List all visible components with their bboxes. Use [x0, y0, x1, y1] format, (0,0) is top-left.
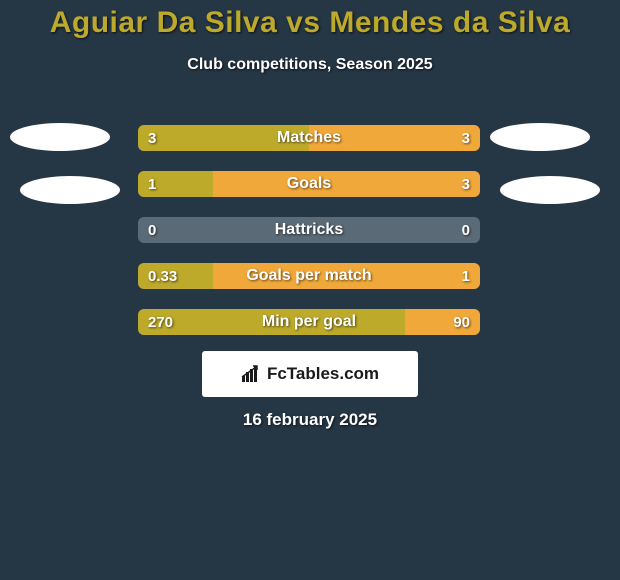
stat-row: 33Matches	[138, 125, 480, 151]
brand-box: FcTables.com	[202, 351, 418, 397]
stat-label: Goals	[138, 171, 480, 197]
team-badge-right-1	[490, 123, 590, 151]
stat-row: 13Goals	[138, 171, 480, 197]
subtitle: Club competitions, Season 2025	[0, 56, 620, 74]
stat-row: 00Hattricks	[138, 217, 480, 243]
team-badge-left-1	[10, 123, 110, 151]
footer-date: 16 february 2025	[0, 410, 620, 430]
team-badge-left-2	[20, 176, 120, 204]
brand-text: FcTables.com	[267, 364, 379, 384]
stats-block: 33Matches 13Goals 00Hattricks 0.331Goals pe…	[138, 125, 480, 335]
stat-row: 27090Min per goal	[138, 309, 480, 335]
stat-label: Goals per match	[138, 263, 480, 289]
team-badge-right-2	[500, 176, 600, 204]
comparison-card: Aguiar Da Silva vs Mendes da Silva Club …	[0, 0, 620, 580]
stat-label: Matches	[138, 125, 480, 151]
page-title: Aguiar Da Silva vs Mendes da Silva	[0, 0, 620, 40]
bars-icon	[241, 365, 261, 383]
stat-label: Hattricks	[138, 217, 480, 243]
stat-label: Min per goal	[138, 309, 480, 335]
stat-row: 0.331Goals per match	[138, 263, 480, 289]
